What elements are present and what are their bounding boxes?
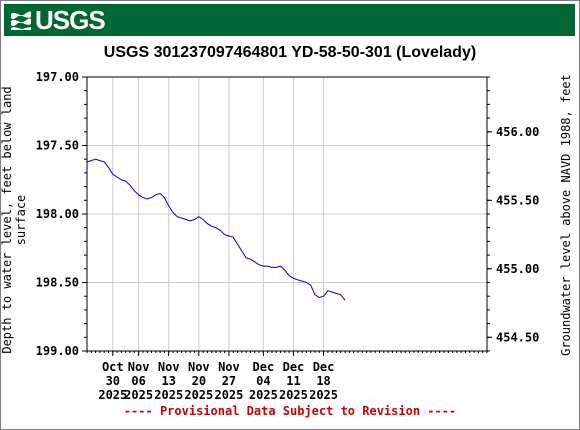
right-tick-label: 456.00 [496,125,539,139]
x-tick-label: 2025 [214,388,243,402]
x-tick-label: 04 [256,374,270,388]
x-tick-label: 2025 [184,388,213,402]
right-axis-label: Groundwater level above NAVD 1988, feet [559,74,573,356]
right-axis-ticks: 456.00 455.50 455.00 454.50 [487,76,539,352]
x-tick-label: 2025 [309,388,338,402]
x-axis-ticks: Oct302025Nov062025Nov132025Nov202025Nov2… [86,351,488,402]
right-tick-label: 455.50 [496,193,539,207]
left-axis-ticks: 197.00 197.50 198.00 198.50 199.00 [36,70,87,358]
left-tick-label: 198.00 [36,207,79,221]
right-tick-label: 455.00 [496,262,539,276]
left-tick-label: 197.50 [36,139,79,153]
left-tick-label: 198.50 [36,276,79,290]
left-axis-label-line-2: surface [14,194,28,246]
left-tick-label: 197.00 [36,70,79,84]
x-tick-label: 13 [161,374,175,388]
x-tick-label: 2025 [98,388,127,402]
x-tick-label: 30 [106,374,120,388]
right-tick-label: 454.50 [496,330,539,344]
series-line-water-level [86,158,346,301]
x-tick-label: Dec [313,360,335,374]
provisional-data-notice: ---- Provisional Data Subject to Revisio… [123,404,457,418]
x-tick-label: 2025 [124,388,153,402]
x-tick-label: 20 [192,374,206,388]
x-tick-label: Dec [283,360,305,374]
x-tick-label: 2025 [249,388,278,402]
usgs-wave-icon [11,11,31,30]
x-tick-label: Oct [102,360,124,374]
grid-layer [87,76,487,352]
x-tick-label: Nov [128,360,150,374]
x-tick-label: 11 [286,374,300,388]
x-tick-label: Dec [253,360,275,374]
left-axis-label-line-1: Depth to water level, feet below land [0,86,14,354]
x-tick-label: 18 [316,374,330,388]
x-tick-label: 06 [131,374,145,388]
x-tick-label: 2025 [279,388,308,402]
usgs-logo-text: USGS [35,5,106,35]
left-axis-label: Depth to water level, feet below land su… [0,80,28,360]
x-tick-label: Nov [158,360,180,374]
x-tick-label: Nov [218,360,240,374]
x-tick-label: Nov [188,360,210,374]
usgs-banner: USGS [4,4,575,36]
x-tick-label: 27 [222,374,236,388]
usgs-logo[interactable]: USGS [10,5,106,35]
x-tick-label: 2025 [154,388,183,402]
chart-title: USGS 301237097464801 YD-58-50-301 (Lovel… [103,44,477,61]
left-tick-label: 199.00 [36,344,79,358]
